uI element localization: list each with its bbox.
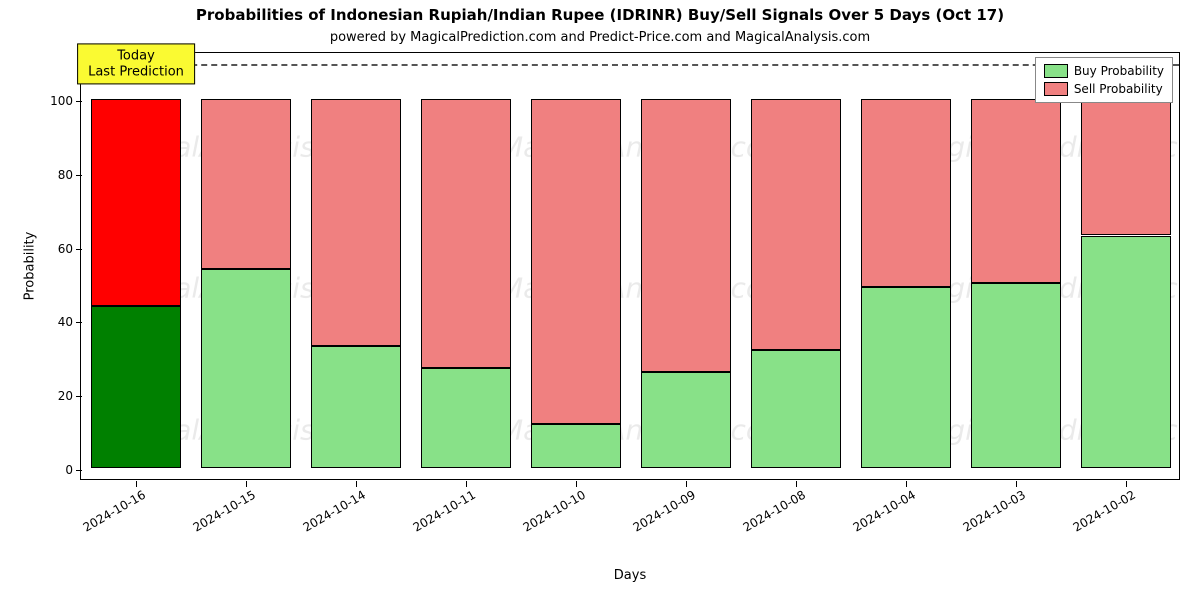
bar-buy (1081, 236, 1171, 468)
bar-group (751, 51, 841, 479)
x-tick-mark (576, 481, 577, 487)
x-tick-label: 2024-10-08 (736, 479, 808, 535)
legend-label-sell: Sell Probability (1074, 80, 1163, 98)
chart-title: Probabilities of Indonesian Rupiah/India… (0, 6, 1200, 24)
bar-sell (751, 99, 841, 350)
y-tick-label: 0 (65, 463, 81, 477)
bar-sell (201, 99, 291, 269)
x-tick-mark (466, 481, 467, 487)
x-tick-mark (796, 481, 797, 487)
bar-buy (421, 368, 511, 468)
x-tick-label: 2024-10-15 (186, 479, 258, 535)
x-tick-mark (906, 481, 907, 487)
x-axis-label: Days (614, 568, 646, 583)
y-tick-label: 80 (58, 168, 81, 182)
bar-sell (971, 99, 1061, 283)
x-tick-mark (136, 481, 137, 487)
y-tick-label: 40 (58, 315, 81, 329)
bar-group (421, 51, 511, 479)
legend: Buy Probability Sell Probability (1035, 57, 1173, 103)
y-tick-mark (76, 101, 82, 102)
y-tick-mark (76, 470, 82, 471)
bar-group (861, 51, 951, 479)
x-tick-label: 2024-10-14 (296, 479, 368, 535)
bar-buy (971, 283, 1061, 467)
x-tick-mark (686, 481, 687, 487)
legend-swatch-buy (1044, 64, 1068, 78)
x-tick-label: 2024-10-09 (626, 479, 698, 535)
legend-swatch-sell (1044, 82, 1068, 96)
bar-buy (861, 287, 951, 468)
bar-group (1081, 51, 1171, 479)
bar-group (201, 51, 291, 479)
y-tick-label: 60 (58, 242, 81, 256)
y-axis-label: Probability (23, 232, 38, 301)
bar-sell (861, 99, 951, 287)
bar-sell (311, 99, 401, 346)
x-tick-label: 2024-10-16 (76, 479, 148, 535)
y-tick-label: 20 (58, 389, 81, 403)
bar-sell (91, 99, 181, 306)
bar-buy (641, 372, 731, 468)
bar-buy (91, 306, 181, 468)
x-tick-label: 2024-10-04 (846, 479, 918, 535)
x-tick-label: 2024-10-10 (516, 479, 588, 535)
y-tick-mark (76, 396, 82, 397)
x-tick-mark (1016, 481, 1017, 487)
bar-sell (1081, 99, 1171, 236)
plot-area: MagicalAnalysis.comMagicalAnalysis.comMa… (80, 52, 1180, 480)
x-tick-mark (356, 481, 357, 487)
bar-buy (531, 424, 621, 468)
y-tick-mark (76, 175, 82, 176)
x-tick-mark (246, 481, 247, 487)
x-tick-mark (1126, 481, 1127, 487)
bar-group (971, 51, 1061, 479)
y-tick-mark (76, 249, 82, 250)
y-tick-mark (76, 322, 82, 323)
x-tick-label: 2024-10-11 (406, 479, 478, 535)
x-tick-label: 2024-10-02 (1066, 479, 1138, 535)
bar-sell (641, 99, 731, 372)
bar-buy (311, 346, 401, 468)
bar-group (311, 51, 401, 479)
bar-group (531, 51, 621, 479)
bar-sell (421, 99, 511, 368)
legend-sell: Sell Probability (1044, 80, 1164, 98)
bar-group (641, 51, 731, 479)
bar-buy (201, 269, 291, 468)
legend-buy: Buy Probability (1044, 62, 1164, 80)
bars-layer (81, 53, 1179, 479)
bar-sell (531, 99, 621, 424)
figure: Probabilities of Indonesian Rupiah/India… (0, 0, 1200, 600)
x-tick-label: 2024-10-03 (956, 479, 1028, 535)
bar-group (91, 51, 181, 479)
bar-buy (751, 350, 841, 468)
y-tick-label: 100 (50, 94, 81, 108)
legend-label-buy: Buy Probability (1074, 62, 1164, 80)
